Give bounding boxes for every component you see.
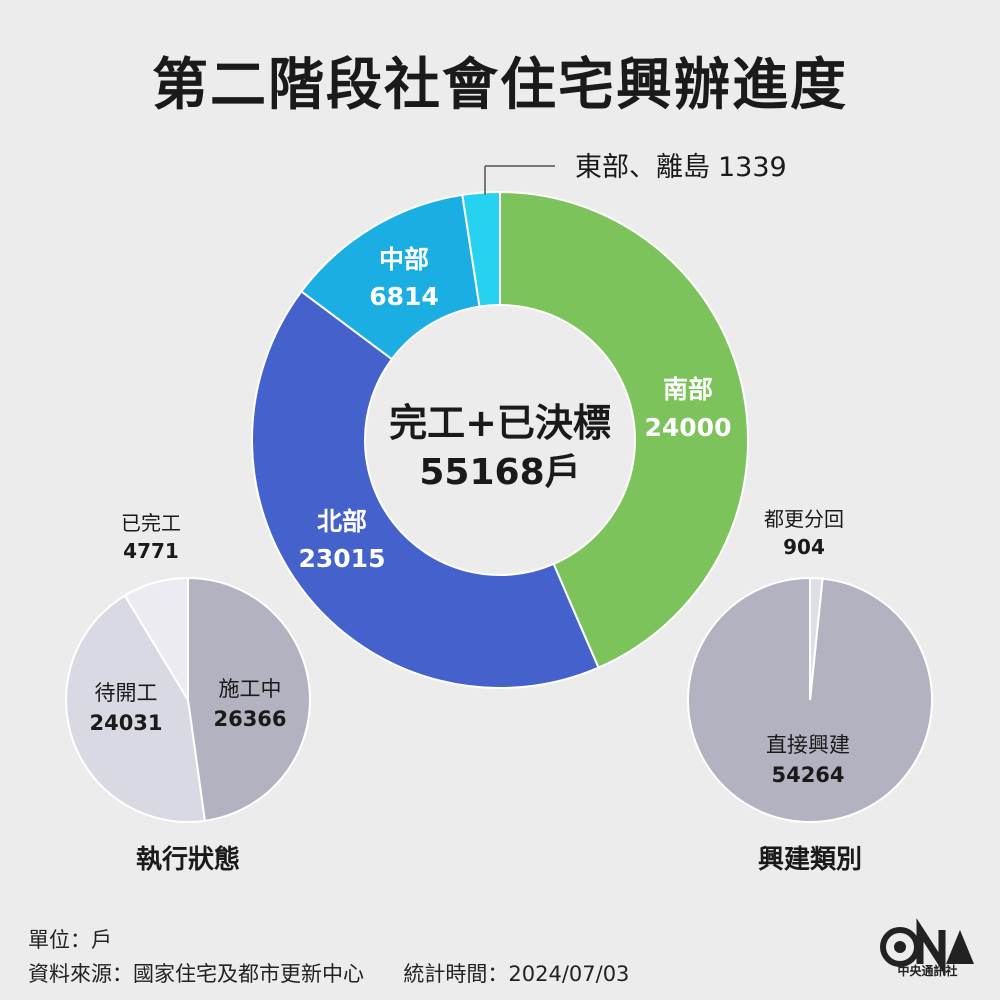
footer-time: 統計時間：2024/07/03: [403, 962, 630, 986]
footer-unit: 單位：戶: [28, 928, 112, 952]
region-donut-chart: [251, 190, 749, 689]
status-slice-1: [65, 594, 206, 823]
slice-label-completed: 已完工: [121, 511, 181, 535]
footer-source: 資料來源：國家住宅及都市更新中心: [28, 962, 364, 986]
slice-value-north: 23015: [299, 544, 386, 573]
slice-value-urban-renewal: 904: [783, 535, 825, 559]
build-type-slice-1: [809, 576, 824, 701]
slice-label-construction: 施工中: [219, 677, 282, 701]
slice-value-central: 6814: [369, 282, 439, 311]
slice-label-urban-renewal: 都更分回: [764, 507, 844, 531]
region-slice-1: [251, 290, 600, 689]
slice-value-completed: 4771: [123, 539, 179, 563]
slice-value-direct-build: 54264: [771, 763, 844, 787]
status-slice-2: [123, 576, 189, 704]
region-slice-0: [499, 190, 749, 669]
slice-label-central: 中部: [379, 245, 429, 274]
slice-value-construction: 26366: [213, 707, 286, 731]
status-slice-0: [187, 576, 311, 822]
donut-center-value: 55168戶: [419, 452, 580, 493]
status-pie-title: 執行狀態: [136, 844, 240, 875]
status-pie-chart: [65, 576, 311, 823]
build-type-pie-title: 興建類別: [758, 845, 862, 875]
slice-label-pending: 待開工: [95, 681, 158, 705]
slice-value-south: 24000: [645, 413, 732, 442]
region-slice-3: [461, 190, 501, 308]
slice-label-direct-build: 直接興建: [766, 733, 850, 757]
footer-source-line: 資料來源：國家住宅及都市更新中心 統計時間：2024/07/03: [28, 958, 629, 988]
slice-label-north: 北部: [317, 507, 367, 536]
cna-logo-icon: [880, 918, 974, 976]
chart-title: 第二階段社會住宅興辦進度: [152, 53, 848, 118]
slice-label-south: 南部: [663, 375, 713, 404]
slice-label-east: 東部、離島 1339: [575, 152, 787, 183]
slice-value-pending: 24031: [89, 711, 162, 735]
donut-center-label: 完工+已決標: [389, 401, 611, 445]
cna-logo-text: 中央通訊社: [897, 964, 958, 978]
build-type-pie-chart: [687, 576, 933, 823]
